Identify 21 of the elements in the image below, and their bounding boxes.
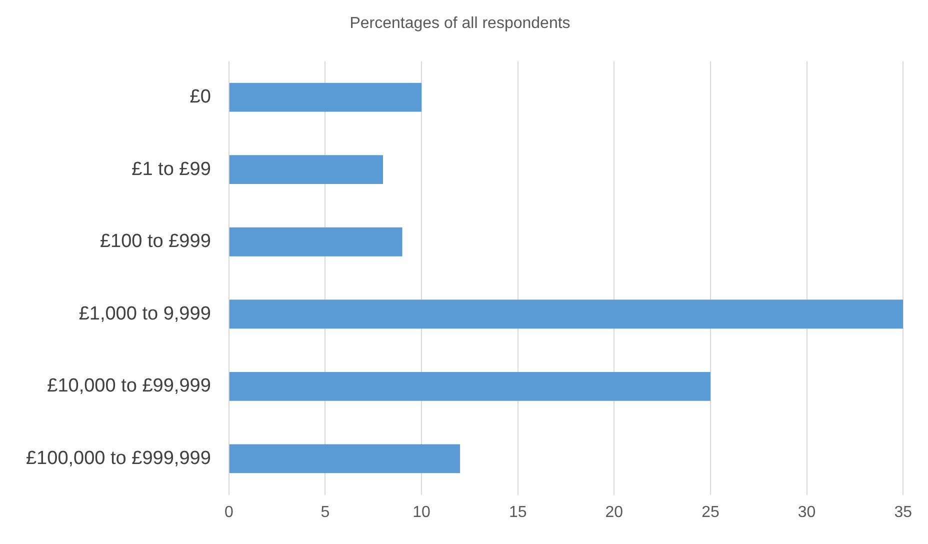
y-tick-label: £1,000 to 9,999 (78, 303, 211, 324)
x-tick-label: 25 (702, 504, 720, 521)
bar (229, 227, 402, 256)
chart-title: Percentages of all respondents (350, 15, 570, 32)
y-tick-label: £10,000 to £99,999 (47, 376, 211, 397)
bar (229, 444, 460, 474)
x-tick-label: 35 (894, 504, 912, 521)
x-tick-label: 30 (798, 504, 816, 521)
bar (229, 155, 383, 184)
bar (229, 82, 422, 112)
x-tick-label: 20 (605, 504, 624, 521)
x-tick-label: 15 (508, 504, 527, 521)
y-tick-label: £1 to £99 (132, 158, 211, 180)
x-tick-label: 0 (224, 504, 234, 521)
bar (229, 300, 904, 329)
x-tick-label: 10 (412, 504, 431, 521)
bar (229, 372, 710, 401)
y-tick-label: £100 to £999 (100, 231, 211, 252)
y-tick-label: £100,000 to £999,999 (26, 448, 211, 469)
x-tick-label: 5 (320, 504, 330, 521)
y-tick-label: £0 (190, 86, 211, 108)
